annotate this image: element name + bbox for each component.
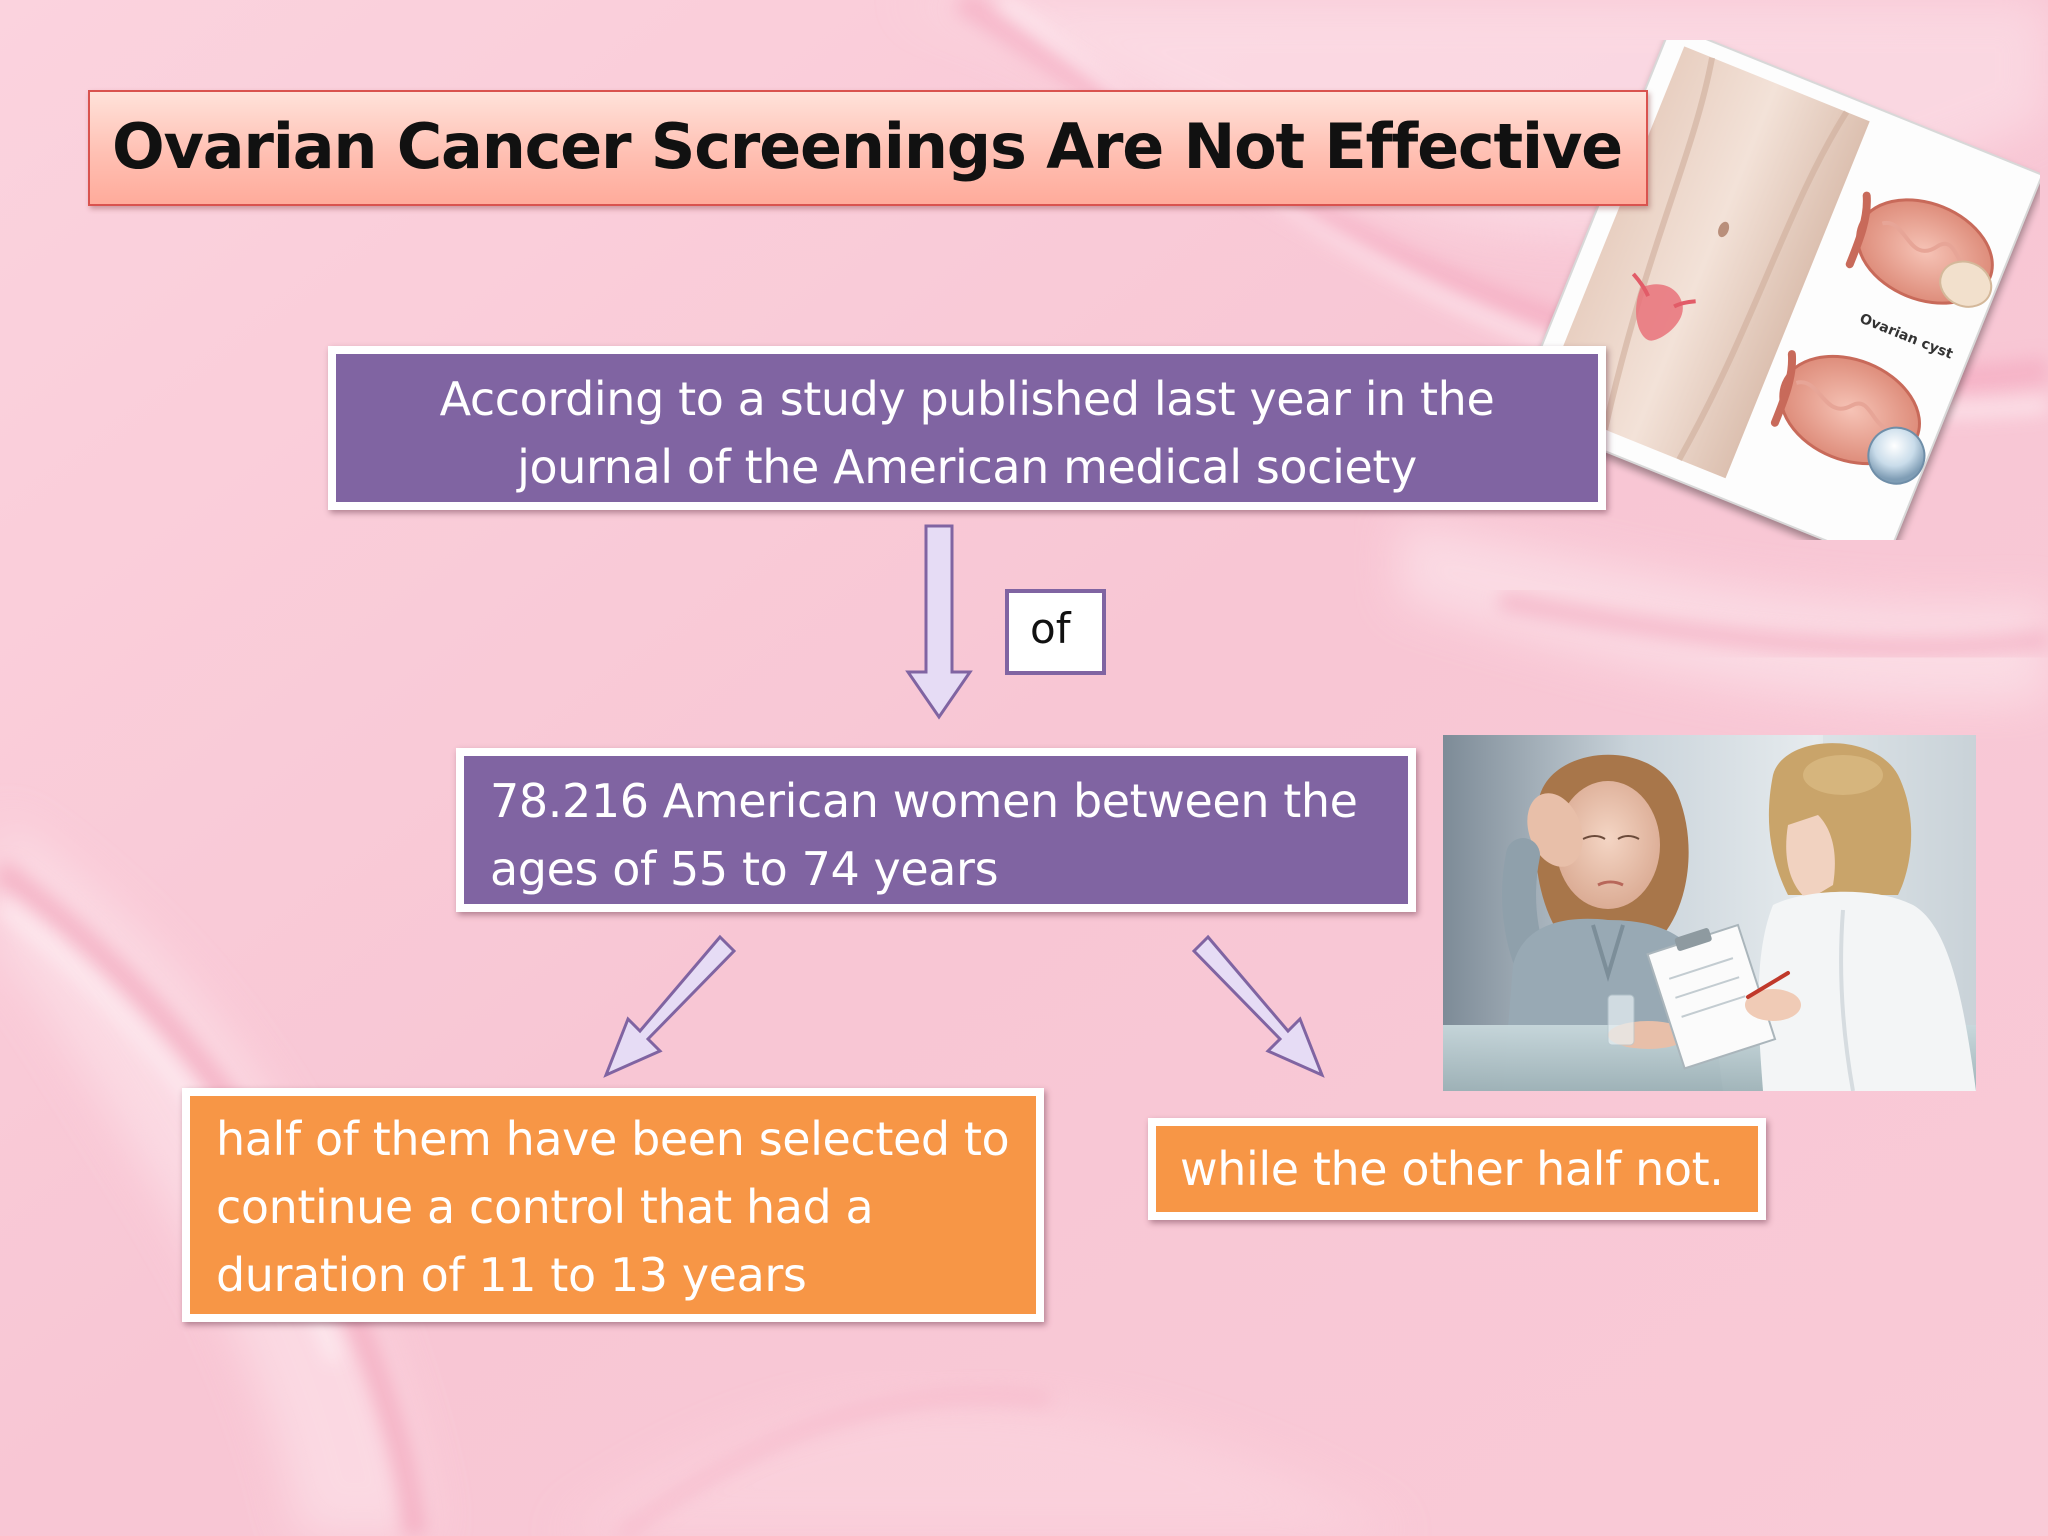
selected-line-3: duration of 11 to 13 years [216, 1248, 807, 1302]
down-right-arrow [1191, 934, 1325, 1078]
selected-half-box: half of them have been selected to conti… [182, 1088, 1044, 1322]
women-line-1: 78.216 American women between the [490, 774, 1358, 828]
connector-label-of: of [1005, 589, 1106, 675]
study-source-box: According to a study published last year… [328, 346, 1606, 510]
title-bar: Ovarian Cancer Screenings Are Not Effect… [88, 90, 1648, 206]
slide-title: Ovarian Cancer Screenings Are Not Effect… [112, 110, 1623, 183]
study-line-1: According to a study published last year… [439, 372, 1495, 426]
study-line-2: journal of the American medical society [517, 440, 1417, 494]
down-left-arrow [603, 934, 737, 1078]
selected-line-1: half of them have been selected to [216, 1112, 1010, 1166]
selected-line-2: continue a control that had a [216, 1180, 874, 1234]
other-half-box: while the other half not. [1148, 1118, 1766, 1220]
down-arrow [905, 524, 973, 720]
women-cohort-box: 78.216 American women between the ages o… [456, 748, 1416, 912]
doctor-patient-photo [1443, 735, 1976, 1091]
women-line-2: ages of 55 to 74 years [490, 842, 999, 896]
other-half-text: while the other half not. [1180, 1142, 1724, 1196]
